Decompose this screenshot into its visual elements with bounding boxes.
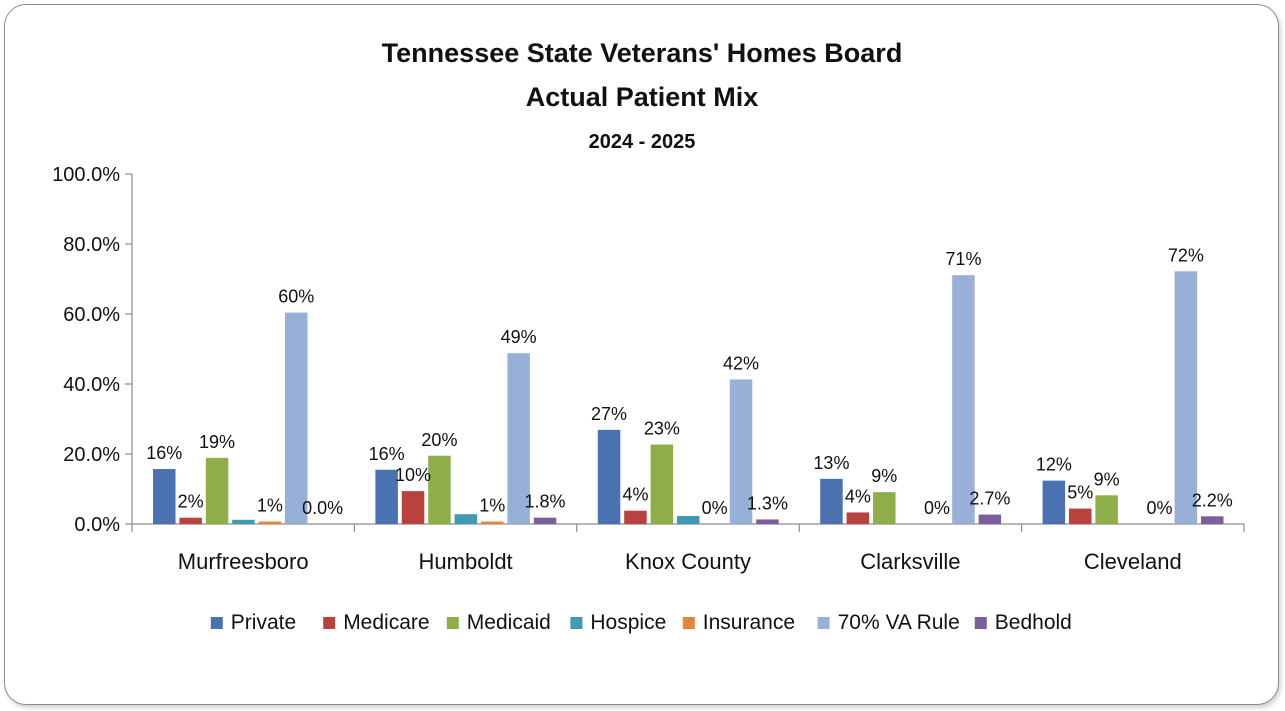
- bar-private: [820, 478, 843, 524]
- bar-private: [375, 469, 398, 524]
- data-label: 12%: [1036, 455, 1072, 475]
- y-tick-label: 0.0%: [74, 514, 120, 536]
- bar-bedhold: [756, 519, 779, 524]
- data-label: 27%: [591, 404, 627, 424]
- axis-layer: 0.0% 20.0% 40.0% 60.0% 80.0% 100.0% Murfreesbo…: [52, 164, 1245, 574]
- bar-medicaid: [650, 444, 674, 524]
- bar-medicare: [846, 512, 870, 524]
- data-label: 4%: [845, 486, 871, 506]
- legend-label-medicaid: Medicaid: [467, 611, 551, 634]
- data-label: 16%: [146, 443, 182, 463]
- data-label: 0%: [1146, 498, 1172, 518]
- data-label: 0.0%: [302, 498, 343, 518]
- data-label: 0%: [702, 498, 728, 518]
- data-label: 1%: [257, 496, 283, 516]
- data-label: 13%: [813, 453, 849, 473]
- bar-hospice: [677, 515, 700, 524]
- y-tick-label: 20.0%: [63, 444, 120, 466]
- data-label: 49%: [501, 327, 537, 347]
- bar-medicaid: [205, 457, 229, 524]
- legend-swatch-medicaid: [446, 617, 459, 629]
- bar-bedhold: [978, 514, 1002, 524]
- data-label: 10%: [395, 465, 431, 485]
- bar-medicaid: [1095, 495, 1118, 524]
- bar-70-va-rule: [729, 379, 753, 524]
- bar-70-va-rule: [1174, 271, 1198, 524]
- bar-medicare: [401, 491, 425, 524]
- data-label: 20%: [421, 430, 457, 450]
- legend-swatch-medicare: [323, 617, 336, 629]
- legend-label-insurance: Insurance: [703, 611, 795, 634]
- data-label: 71%: [945, 249, 981, 269]
- legend: Private Medicare Medicaid Hospice Insurance 7…: [210, 611, 1072, 634]
- y-tick-label: 100.0%: [52, 164, 120, 186]
- y-tick-label: 80.0%: [63, 234, 120, 256]
- data-label: 9%: [871, 466, 897, 486]
- x-category-label: Cleveland: [1084, 549, 1182, 574]
- data-label: 1%: [479, 496, 505, 516]
- chart-subtitle-years: 2024 - 2025: [589, 131, 696, 153]
- data-label: 9%: [1094, 469, 1120, 489]
- bar-private: [1042, 480, 1066, 524]
- legend-label-bedhold: Bedhold: [995, 611, 1072, 634]
- data-label: 60%: [278, 287, 314, 307]
- bar-medicaid: [428, 455, 451, 524]
- bar-hospice: [232, 519, 255, 524]
- legend-label-private: Private: [231, 611, 296, 634]
- data-label: 23%: [644, 419, 680, 439]
- bar-70-va-rule: [952, 275, 975, 524]
- data-label: 16%: [369, 444, 405, 464]
- chart-frame: [4, 4, 1279, 705]
- x-category-label: Murfreesboro: [178, 549, 309, 574]
- legend-swatch-hospice: [570, 617, 583, 629]
- legend-label-70-va-rule: 70% VA Rule: [838, 611, 960, 634]
- x-category-label: Knox County: [625, 549, 751, 574]
- data-label: 72%: [1168, 245, 1204, 265]
- legend-label-hospice: Hospice: [590, 611, 666, 634]
- bars-layer: [153, 271, 1224, 524]
- bar-hospice: [454, 514, 478, 524]
- data-label: 0%: [924, 498, 950, 518]
- bar-insurance: [258, 521, 282, 524]
- bar-private: [153, 469, 176, 524]
- data-label: 5%: [1067, 483, 1093, 503]
- legend-label-medicare: Medicare: [343, 611, 429, 634]
- data-labels-layer: 16%2%19%1%60%0.0%16%10%20%1%49%1.8%27%4%…: [146, 245, 1233, 518]
- bar-bedhold: [533, 517, 557, 524]
- data-label: 2.2%: [1192, 490, 1233, 510]
- data-label: 1.3%: [747, 493, 788, 513]
- bar-private: [597, 429, 621, 524]
- y-tick-label: 40.0%: [63, 374, 120, 396]
- bar-insurance: [481, 521, 504, 524]
- data-label: 2.7%: [969, 489, 1010, 509]
- bar-medicare: [179, 517, 202, 524]
- data-label: 2%: [178, 492, 204, 512]
- chart-title: Tennessee State Veterans' Homes Board: [382, 38, 903, 68]
- legend-swatch-bedhold: [974, 617, 987, 629]
- bar-70-va-rule: [285, 312, 308, 524]
- legend-swatch-insurance: [682, 617, 695, 629]
- bar-bedhold: [1201, 516, 1224, 524]
- legend-swatch-private: [210, 617, 223, 629]
- bar-medicaid: [873, 492, 896, 524]
- legend-swatch-70-va-rule: [817, 617, 830, 629]
- y-tick-label: 60.0%: [63, 304, 120, 326]
- bar-medicare: [1069, 508, 1092, 524]
- data-label: 4%: [622, 485, 648, 505]
- chart-subtitle: Actual Patient Mix: [526, 82, 759, 112]
- bar-70-va-rule: [507, 353, 530, 524]
- x-category-label: Clarksville: [860, 549, 960, 574]
- data-label: 42%: [723, 353, 759, 373]
- bar-medicare: [624, 510, 647, 524]
- x-category-label: Humboldt: [419, 549, 513, 574]
- data-label: 1.8%: [525, 492, 566, 512]
- data-label: 19%: [199, 432, 235, 452]
